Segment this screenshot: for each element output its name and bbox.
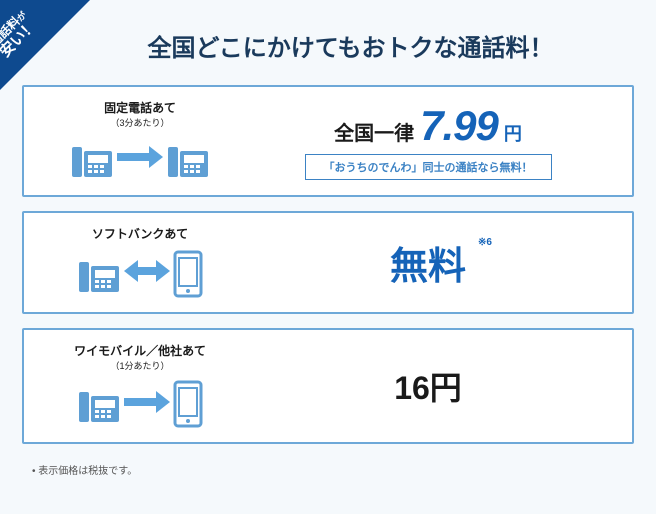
icon-group [77,380,203,428]
card-label: ソフトバンクあて [92,227,188,241]
arrow-both-icon [124,260,170,287]
smartphone-icon [173,250,203,298]
card-right: 16円 [240,344,616,428]
rate-card-other: ワイモバイル／他社あて （1分あたり） 16円 [22,328,634,444]
icon-group [70,137,210,181]
smartphone-icon [173,380,203,428]
deskphone-icon [77,252,121,296]
card-sublabel: （3分あたり） [110,116,169,129]
arrow-right-icon [117,146,163,173]
deskphone-icon [166,137,210,181]
footnote-text: 表示価格は税抜です。 [38,466,137,477]
price-free-note: ※6 [478,237,492,248]
price-value: 7.99 [420,102,498,150]
price-note-box: 「おうちのでんわ」同士の通話なら無料！ [305,154,552,180]
rate-card-landline: 固定電話あて （3分あたり） 全国一律 7.99 円 「おう [22,85,634,197]
card-right: 無料 ※6 [240,227,616,297]
price-free: 無料 ※6 [390,235,466,290]
card-left: ワイモバイル／他社あて （1分あたり） [40,344,240,428]
page-title: 全国どこにかけてもおトクな通話料！ [0,0,656,85]
rate-card-softbank: ソフトバンクあて 無料 ※6 [22,211,634,313]
price-note: 「おうちのでんわ」同士の通話なら無料！ [324,162,533,174]
card-label: 固定電話あて [104,101,176,115]
card-right: 全国一律 7.99 円 「おうちのでんわ」同士の通話なら無料！ [240,101,616,181]
price-unit: 円 [504,120,522,146]
card-list: 固定電話あて （3分あたり） 全国一律 7.99 円 「おう [0,85,656,444]
card-sublabel: （1分あたり） [110,359,169,372]
deskphone-icon [70,137,114,181]
deskphone-icon [77,382,121,426]
arrow-right-icon [124,391,170,418]
icon-group [77,250,203,298]
card-label: ワイモバイル／他社あて [74,344,206,358]
card-left: ソフトバンクあて [40,227,240,297]
footnote: • 表示価格は税抜です。 [0,458,656,477]
price-row: 全国一律 7.99 円 [334,102,522,150]
price-free-text: 無料 [390,246,466,288]
price-simple: 16円 [394,363,462,409]
price-prefix: 全国一律 [334,117,414,146]
card-left: 固定電話あて （3分あたり） [40,101,240,181]
